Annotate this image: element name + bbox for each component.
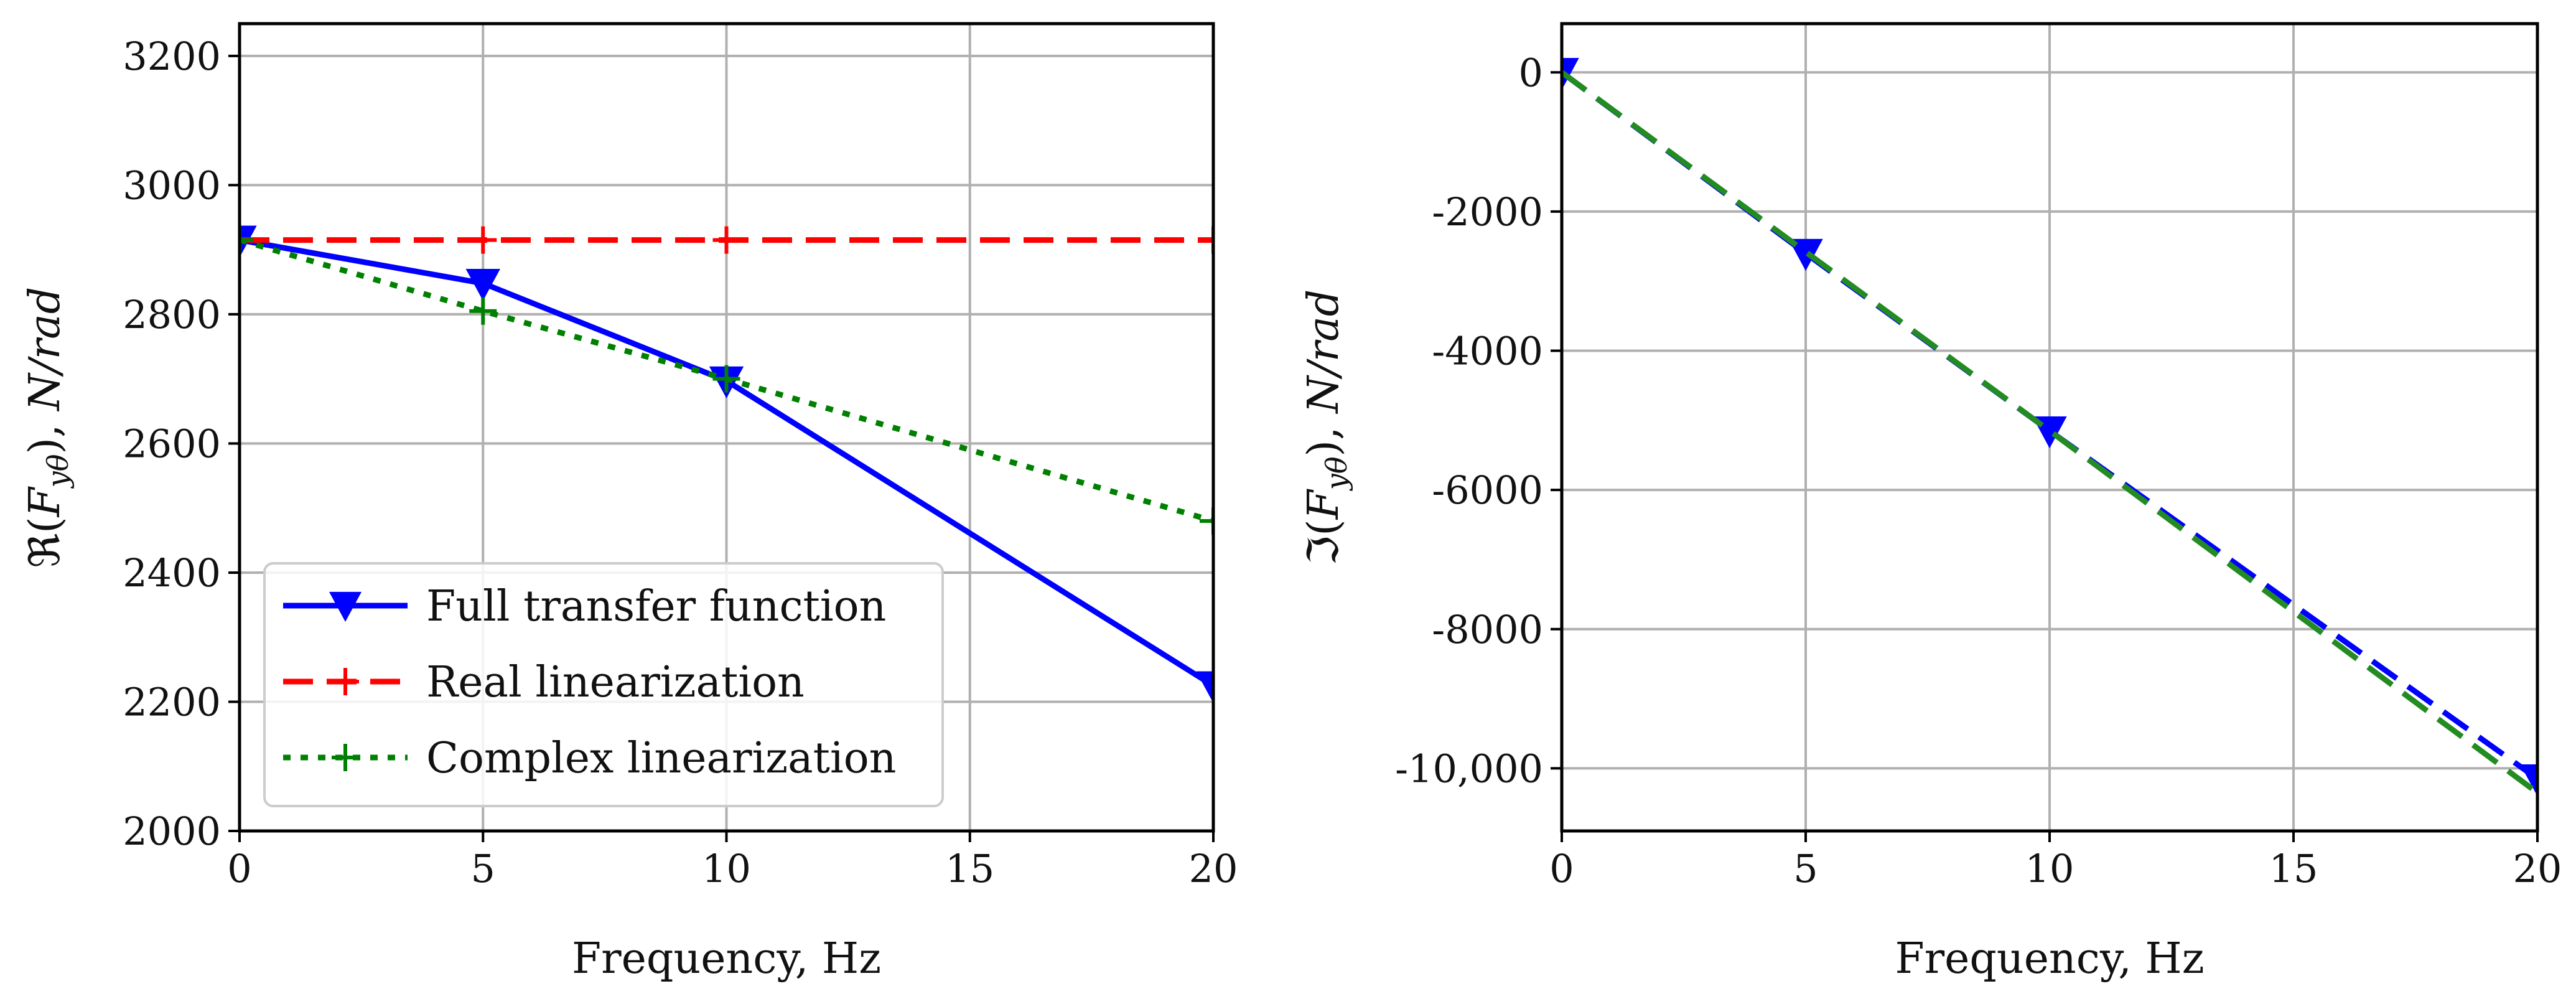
y-tick-label: 2000 — [123, 809, 221, 854]
chart-imaginary-part: 0 5 10 15 20 0 -2000 -4000 -6000 -8000 -10,000 Freq… — [1299, 22, 2562, 983]
x-tick-label: 0 — [227, 846, 251, 891]
data-point-marker — [465, 269, 500, 301]
legend-label: Full transfer function — [426, 582, 886, 631]
y-tick-label: 3000 — [123, 162, 221, 208]
data-point-marker — [469, 226, 497, 254]
y-label-prefix: ℑ( — [1299, 519, 1348, 565]
plot-area — [240, 225, 1213, 703]
y-label-prefix: ℜ( — [21, 517, 70, 568]
x-tick-label: 10 — [702, 846, 751, 891]
y-label-symbol: F — [21, 486, 70, 518]
legend-label: Real linearization — [426, 658, 805, 707]
data-point-marker — [1200, 507, 1213, 535]
y-tick-label: 2200 — [123, 679, 221, 725]
data-point-marker — [2520, 764, 2537, 797]
y-axis-label: ℜ(Fyθ), N/rad — [21, 287, 75, 568]
data-point-marker — [712, 365, 740, 393]
y-tick-label: -4000 — [1432, 329, 1543, 374]
data-point-marker — [469, 297, 497, 325]
y-label-unit: N/rad — [21, 287, 70, 412]
legend-label: Complex linearization — [426, 734, 896, 783]
series-line-full-transfer-function — [240, 237, 1213, 688]
x-axis-label: Frequency, Hz — [1895, 934, 2204, 983]
series-line-complex-linearization — [1562, 70, 2537, 795]
x-tick-label: 10 — [2025, 846, 2074, 891]
x-tick-label: 15 — [945, 846, 994, 891]
x-tick-label: 15 — [2269, 846, 2318, 891]
data-point-marker — [1562, 58, 1579, 90]
x-tick-label: 5 — [1793, 846, 1818, 891]
data-point-marker — [240, 226, 253, 254]
x-tick-label: 20 — [1189, 846, 1238, 891]
y-tick-label: 0 — [1519, 50, 1543, 95]
x-axis-label: Frequency, Hz — [572, 934, 881, 983]
y-label-subscript: yθ — [1320, 456, 1353, 491]
x-tick-label: 20 — [2513, 846, 2562, 891]
legend-marker — [329, 591, 362, 622]
y-label-subscript: yθ — [41, 454, 75, 489]
data-point-marker — [1196, 671, 1213, 703]
y-tick-label: -2000 — [1432, 189, 1543, 235]
y-label-symbol: F — [1299, 488, 1348, 520]
x-tick-label: 0 — [1549, 846, 1574, 891]
y-tick-label: 2400 — [123, 550, 221, 596]
plot-area — [1562, 58, 2537, 797]
y-tick-label: 2800 — [123, 292, 221, 337]
x-tick-label: 5 — [471, 846, 495, 891]
chart-real-part: 0 5 10 15 20 2000 2200 2400 2600 2800 3000 3200 Freq… — [21, 22, 1238, 983]
y-axis-label: ℑ(Fyθ), N/rad — [1299, 289, 1353, 566]
y-label-suffix: ), — [21, 411, 70, 454]
legend-box — [263, 562, 944, 807]
series-line-complex-linearization — [240, 237, 1213, 524]
y-label-suffix: ), — [1299, 413, 1348, 457]
data-point-marker — [712, 226, 740, 254]
y-label-unit: N/rad — [1299, 289, 1348, 415]
legend-marker — [332, 744, 359, 771]
y-tick-label: -10,000 — [1395, 746, 1543, 791]
y-tick-label: 2600 — [123, 421, 221, 466]
y-tick-label: -8000 — [1432, 607, 1543, 652]
legend: Full transfer function Real linearization… — [263, 562, 944, 807]
data-point-marker — [1200, 226, 1213, 254]
y-tick-label: -6000 — [1432, 467, 1543, 513]
y-tick-label: 3200 — [123, 34, 221, 79]
legend-marker — [332, 668, 359, 695]
